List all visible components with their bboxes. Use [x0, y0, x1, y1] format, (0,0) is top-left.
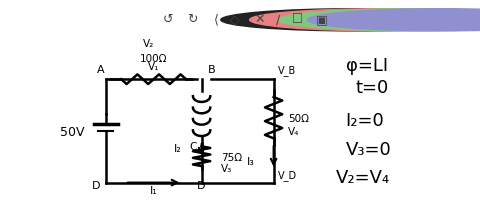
Text: I₃: I₃ [247, 157, 254, 167]
Circle shape [307, 9, 480, 31]
Text: ↻: ↻ [187, 13, 197, 26]
Text: ▣: ▣ [316, 13, 327, 26]
Text: ☐: ☐ [292, 13, 303, 26]
Text: I₂: I₂ [174, 144, 181, 154]
Text: V_B: V_B [278, 65, 297, 75]
Text: t=0: t=0 [355, 79, 388, 97]
Text: /: / [276, 13, 280, 26]
Text: 50Ω: 50Ω [288, 114, 309, 124]
Text: ◇: ◇ [230, 13, 240, 26]
Text: V₃=0: V₃=0 [346, 141, 391, 159]
Text: φ=LI: φ=LI [346, 57, 388, 75]
Text: A: A [97, 65, 105, 75]
Circle shape [250, 9, 480, 31]
Text: 50V: 50V [60, 125, 84, 139]
Text: V₂: V₂ [143, 39, 155, 49]
Circle shape [278, 9, 480, 31]
Text: I₁: I₁ [150, 186, 157, 196]
Text: V₄: V₄ [288, 127, 300, 137]
Text: I₂=0: I₂=0 [346, 112, 384, 130]
Text: 100Ω: 100Ω [140, 54, 168, 64]
Text: V₁: V₁ [148, 62, 159, 72]
Text: 75Ω: 75Ω [221, 153, 242, 163]
Text: V_D: V_D [278, 170, 298, 181]
Text: B: B [207, 65, 215, 75]
Text: V₂=V₄: V₂=V₄ [336, 169, 390, 187]
Text: V₃: V₃ [221, 164, 232, 174]
Text: D: D [197, 181, 206, 191]
Text: D: D [92, 181, 100, 191]
Circle shape [221, 9, 480, 31]
Text: ↺: ↺ [163, 13, 173, 26]
Text: C: C [190, 142, 197, 152]
Text: ⟨: ⟨ [214, 13, 218, 26]
Text: ✕: ✕ [254, 13, 264, 26]
